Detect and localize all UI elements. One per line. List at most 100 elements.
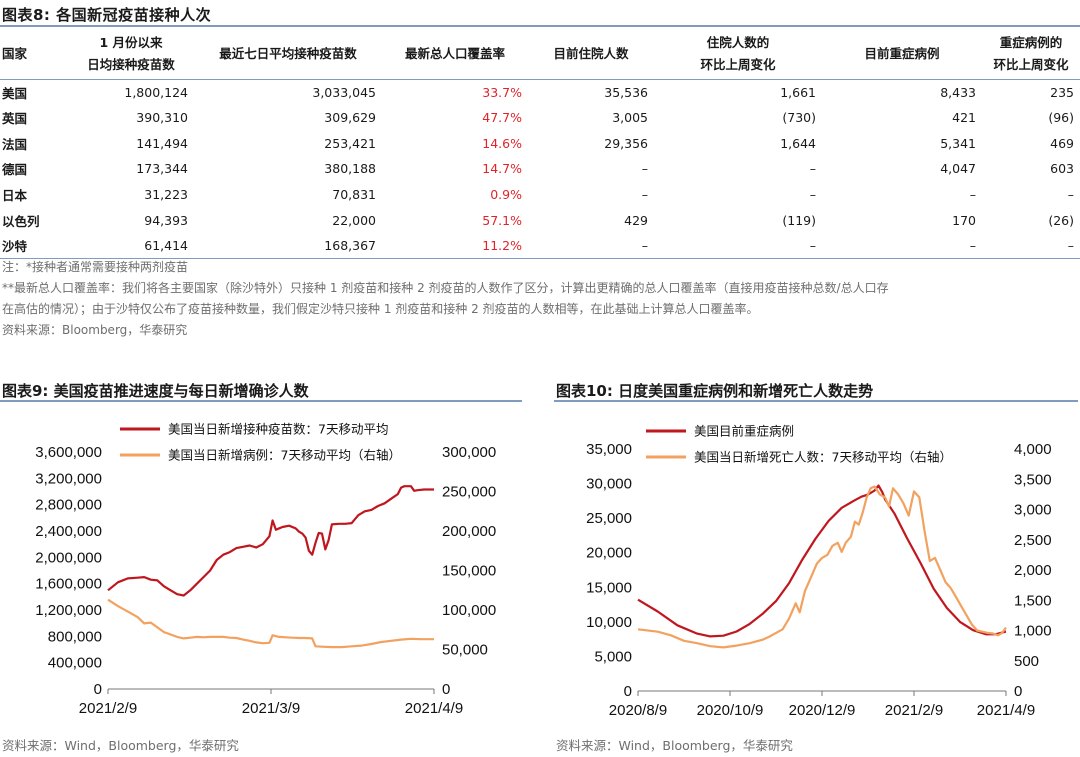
table-cell: – (641, 238, 648, 254)
y-left-tick-label: 800,000 (48, 628, 102, 645)
table-cell: 309,629 (324, 110, 376, 126)
table-cell: 70,831 (332, 187, 376, 203)
series-line-0 (637, 484, 1007, 638)
y-right-tick-label: 500 (1014, 653, 1039, 670)
y-left-tick-label: 1,600,000 (35, 576, 102, 593)
country-cell: 以色列 (2, 213, 40, 229)
x-tick-label: 2020/10/9 (697, 702, 764, 719)
table-row: 沙特 61,414 168,367 11.2% – – – – (0, 233, 1080, 259)
y-left-tick-label: 0 (624, 683, 632, 700)
y-right-tick-label: 1,500 (1014, 592, 1052, 609)
table-row: 日本 31,223 70,831 0.9% – – – – (0, 182, 1080, 208)
x-tick-label: 2021/4/9 (977, 702, 1035, 719)
table-header-line1: 最近七日平均接种疫苗数 (219, 46, 357, 62)
table-header-line1: 目前住院人数 (553, 46, 629, 62)
y-right-tick-label: 250,000 (442, 484, 496, 501)
table-cell: 1,644 (780, 135, 816, 151)
y-left-tick-label: 15,000 (586, 579, 632, 596)
table-cell: – (641, 161, 648, 177)
chart10-title: 图表10: 日度美国重症病例和新增死亡人数走势 (556, 382, 874, 400)
y-left-tick-label: 1,200,000 (35, 602, 102, 619)
chart9-figure: 3,600,000 3,200,000 2,800,000 2,400,000 2,00… (35, 422, 496, 718)
table-cell: 8,433 (940, 84, 976, 100)
table-cell: 429 (624, 212, 648, 228)
y-right-tick-label: 0 (1014, 683, 1022, 700)
table-cell: 22,000 (332, 212, 376, 228)
y-left-tick-label: 5,000 (594, 648, 632, 665)
table-header-line2: 环比上周变化 (993, 57, 1069, 73)
table-row: 以色列 94,393 22,000 57.1% 429 (119) 170 (26) (0, 207, 1080, 233)
table-header-line2: 环比上周变化 (700, 57, 776, 73)
table-cell: 14.6% (482, 135, 522, 151)
x-tick-label: 2021/2/9 (79, 700, 137, 717)
table-cell: 29,356 (604, 135, 648, 151)
table-cell: – (969, 238, 976, 254)
table-cell: – (969, 187, 976, 203)
country-cell: 法国 (2, 136, 28, 152)
chart10-rule (554, 400, 1078, 402)
note-line-3: 在高估的情况）；由于沙特仅公布了疫苗接种数量，我们假定沙特只接种 1 剂疫苗和接… (2, 302, 759, 316)
table-cell: 421 (952, 110, 976, 126)
table-header-5: 住院人数的环比上周变化 (654, 30, 822, 79)
table-cell: 380,188 (324, 161, 376, 177)
table-header-line1: 国家 (2, 46, 28, 62)
y-left-tick-label: 3,200,000 (35, 470, 102, 487)
note-line-4: 资料来源：Bloomberg，华泰研究 (2, 323, 188, 337)
table-cell: 5,341 (940, 135, 976, 151)
table-cell: – (1067, 187, 1074, 203)
table-cell: (26) (1048, 212, 1074, 228)
country-cell: 沙特 (2, 239, 28, 255)
table-header-0: 国家 (0, 30, 68, 79)
table-cell: 14.7% (482, 161, 522, 177)
table-header-4: 目前住院人数 (528, 30, 654, 79)
table-cell: 235 (1050, 84, 1074, 100)
table-cell: 173,344 (136, 161, 188, 177)
y-left-tick-label: 400,000 (48, 655, 102, 672)
chart9-title: 图表9: 美国疫苗推进速度与每日新增确诊人数 (2, 382, 309, 400)
y-right-tick-label: 2,500 (1014, 532, 1052, 549)
table-row: 英国 390,310 309,629 47.7% 3,005 (730) 421 (96) (0, 105, 1080, 131)
y-right-tick-label: 150,000 (442, 563, 496, 580)
y-right-tick-label: 50,000 (442, 642, 488, 659)
table-cell: (119) (782, 212, 816, 228)
table-cell: 35,536 (604, 84, 648, 100)
y-left-tick-label: 20,000 (586, 545, 632, 562)
table-header-line1: 住院人数的 (706, 35, 770, 51)
y-right-tick-label: 300,000 (442, 444, 496, 461)
y-left-tick-label: 2,800,000 (35, 497, 102, 514)
table-header-line1: 重症病例的 (999, 35, 1063, 51)
table-cell: 94,393 (144, 212, 188, 228)
table-cell: 3,005 (612, 110, 648, 126)
table-cell: 47.7% (482, 110, 522, 126)
table-header-7: 重症病例的环比上周变化 (982, 30, 1080, 79)
table-cell: 168,367 (324, 238, 376, 254)
table-cell: 33.7% (482, 84, 522, 100)
table-header-line1: 1 月份以来 (99, 35, 163, 51)
table-cell: – (1067, 238, 1074, 254)
table-cell: 603 (1050, 161, 1074, 177)
table-header-line1: 目前重症病例 (864, 46, 940, 62)
table-header-6: 目前重症病例 (822, 30, 982, 79)
table-header-1: 1 月份以来 日均接种疫苗数 (68, 30, 194, 79)
table-cell: 1,800,124 (124, 84, 188, 100)
table-cell: 61,414 (144, 238, 188, 254)
table-cell: – (809, 238, 816, 254)
y-left-tick-label: 35,000 (586, 441, 632, 458)
table-cell: – (641, 187, 648, 203)
y-right-tick-label: 1,000 (1014, 623, 1052, 640)
table-cell: (730) (782, 110, 816, 126)
chart9-rule (0, 400, 522, 402)
y-right-tick-label: 0 (442, 681, 450, 698)
country-cell: 美国 (2, 85, 28, 101)
y-left-tick-label: 2,400,000 (35, 523, 102, 540)
series-line-0 (107, 485, 434, 597)
country-cell: 英国 (2, 111, 28, 127)
y-right-tick-label: 4,000 (1014, 441, 1052, 458)
y-left-tick-label: 30,000 (586, 476, 632, 493)
note-line-2: **最新总人口覆盖率：我们将各主要国家（除沙特外）只接种 1 剂疫苗和接种 2 … (2, 281, 889, 295)
table-cell: 31,223 (144, 187, 188, 203)
y-right-tick-label: 200,000 (442, 523, 496, 540)
x-tick-label: 2020/8/9 (609, 702, 667, 719)
table-cell: 57.1% (482, 212, 522, 228)
y-left-tick-label: 10,000 (586, 614, 632, 631)
